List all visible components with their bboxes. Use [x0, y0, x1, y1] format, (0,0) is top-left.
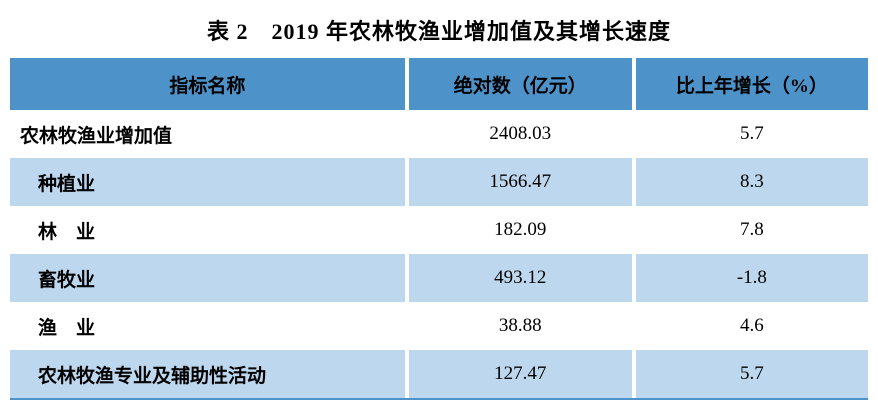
row-name: 渔 业: [38, 317, 96, 339]
row-name: 农林牧渔业增加值: [20, 125, 173, 147]
table-title: 表 2 2019 年农林牧渔业增加值及其增长速度: [206, 19, 671, 44]
row-growth: -1.8: [635, 254, 868, 302]
row-growth: 8.3: [635, 158, 868, 206]
row-value: 1566.47: [408, 158, 632, 206]
table-row: 林 业 182.09 7.8: [10, 206, 868, 254]
row-value: 2408.03: [489, 123, 552, 144]
row-name: 畜牧业: [10, 254, 405, 302]
row-growth: 4.6: [740, 315, 764, 336]
table-row: 农林牧渔专业及辅助性活动 127.47 5.7: [10, 350, 868, 398]
header-growth-rate: 比上年增长（%）: [635, 58, 868, 110]
table-row: 种植业 1566.47 8.3: [10, 158, 868, 206]
row-growth: 7.8: [740, 219, 764, 240]
row-value: 127.47: [408, 350, 632, 398]
row-value: 38.88: [498, 315, 542, 336]
row-growth: 5.7: [635, 350, 868, 398]
table-row: 畜牧业 493.12 -1.8: [10, 254, 868, 302]
row-name: 种植业: [10, 158, 405, 206]
data-table: 指标名称 绝对数（亿元） 比上年增长（%） 农林牧渔业增加值 2408.03 5…: [10, 58, 868, 400]
row-name: 农林牧渔专业及辅助性活动: [10, 350, 405, 398]
row-value: 182.09: [494, 219, 547, 240]
row-growth: 5.7: [740, 123, 764, 144]
table-row: 农林牧渔业增加值 2408.03 5.7: [10, 110, 868, 158]
header-indicator-name: 指标名称: [10, 58, 405, 110]
table-row: 渔 业 38.88 4.6: [10, 302, 868, 350]
row-name: 林 业: [38, 221, 96, 243]
row-value: 493.12: [408, 254, 632, 302]
table-header-row: 指标名称 绝对数（亿元） 比上年增长（%）: [10, 58, 868, 110]
document-page: 表 2 2019 年农林牧渔业增加值及其增长速度 指标名称 绝对数（亿元） 比上…: [10, 0, 868, 400]
header-absolute-value: 绝对数（亿元）: [408, 58, 632, 110]
